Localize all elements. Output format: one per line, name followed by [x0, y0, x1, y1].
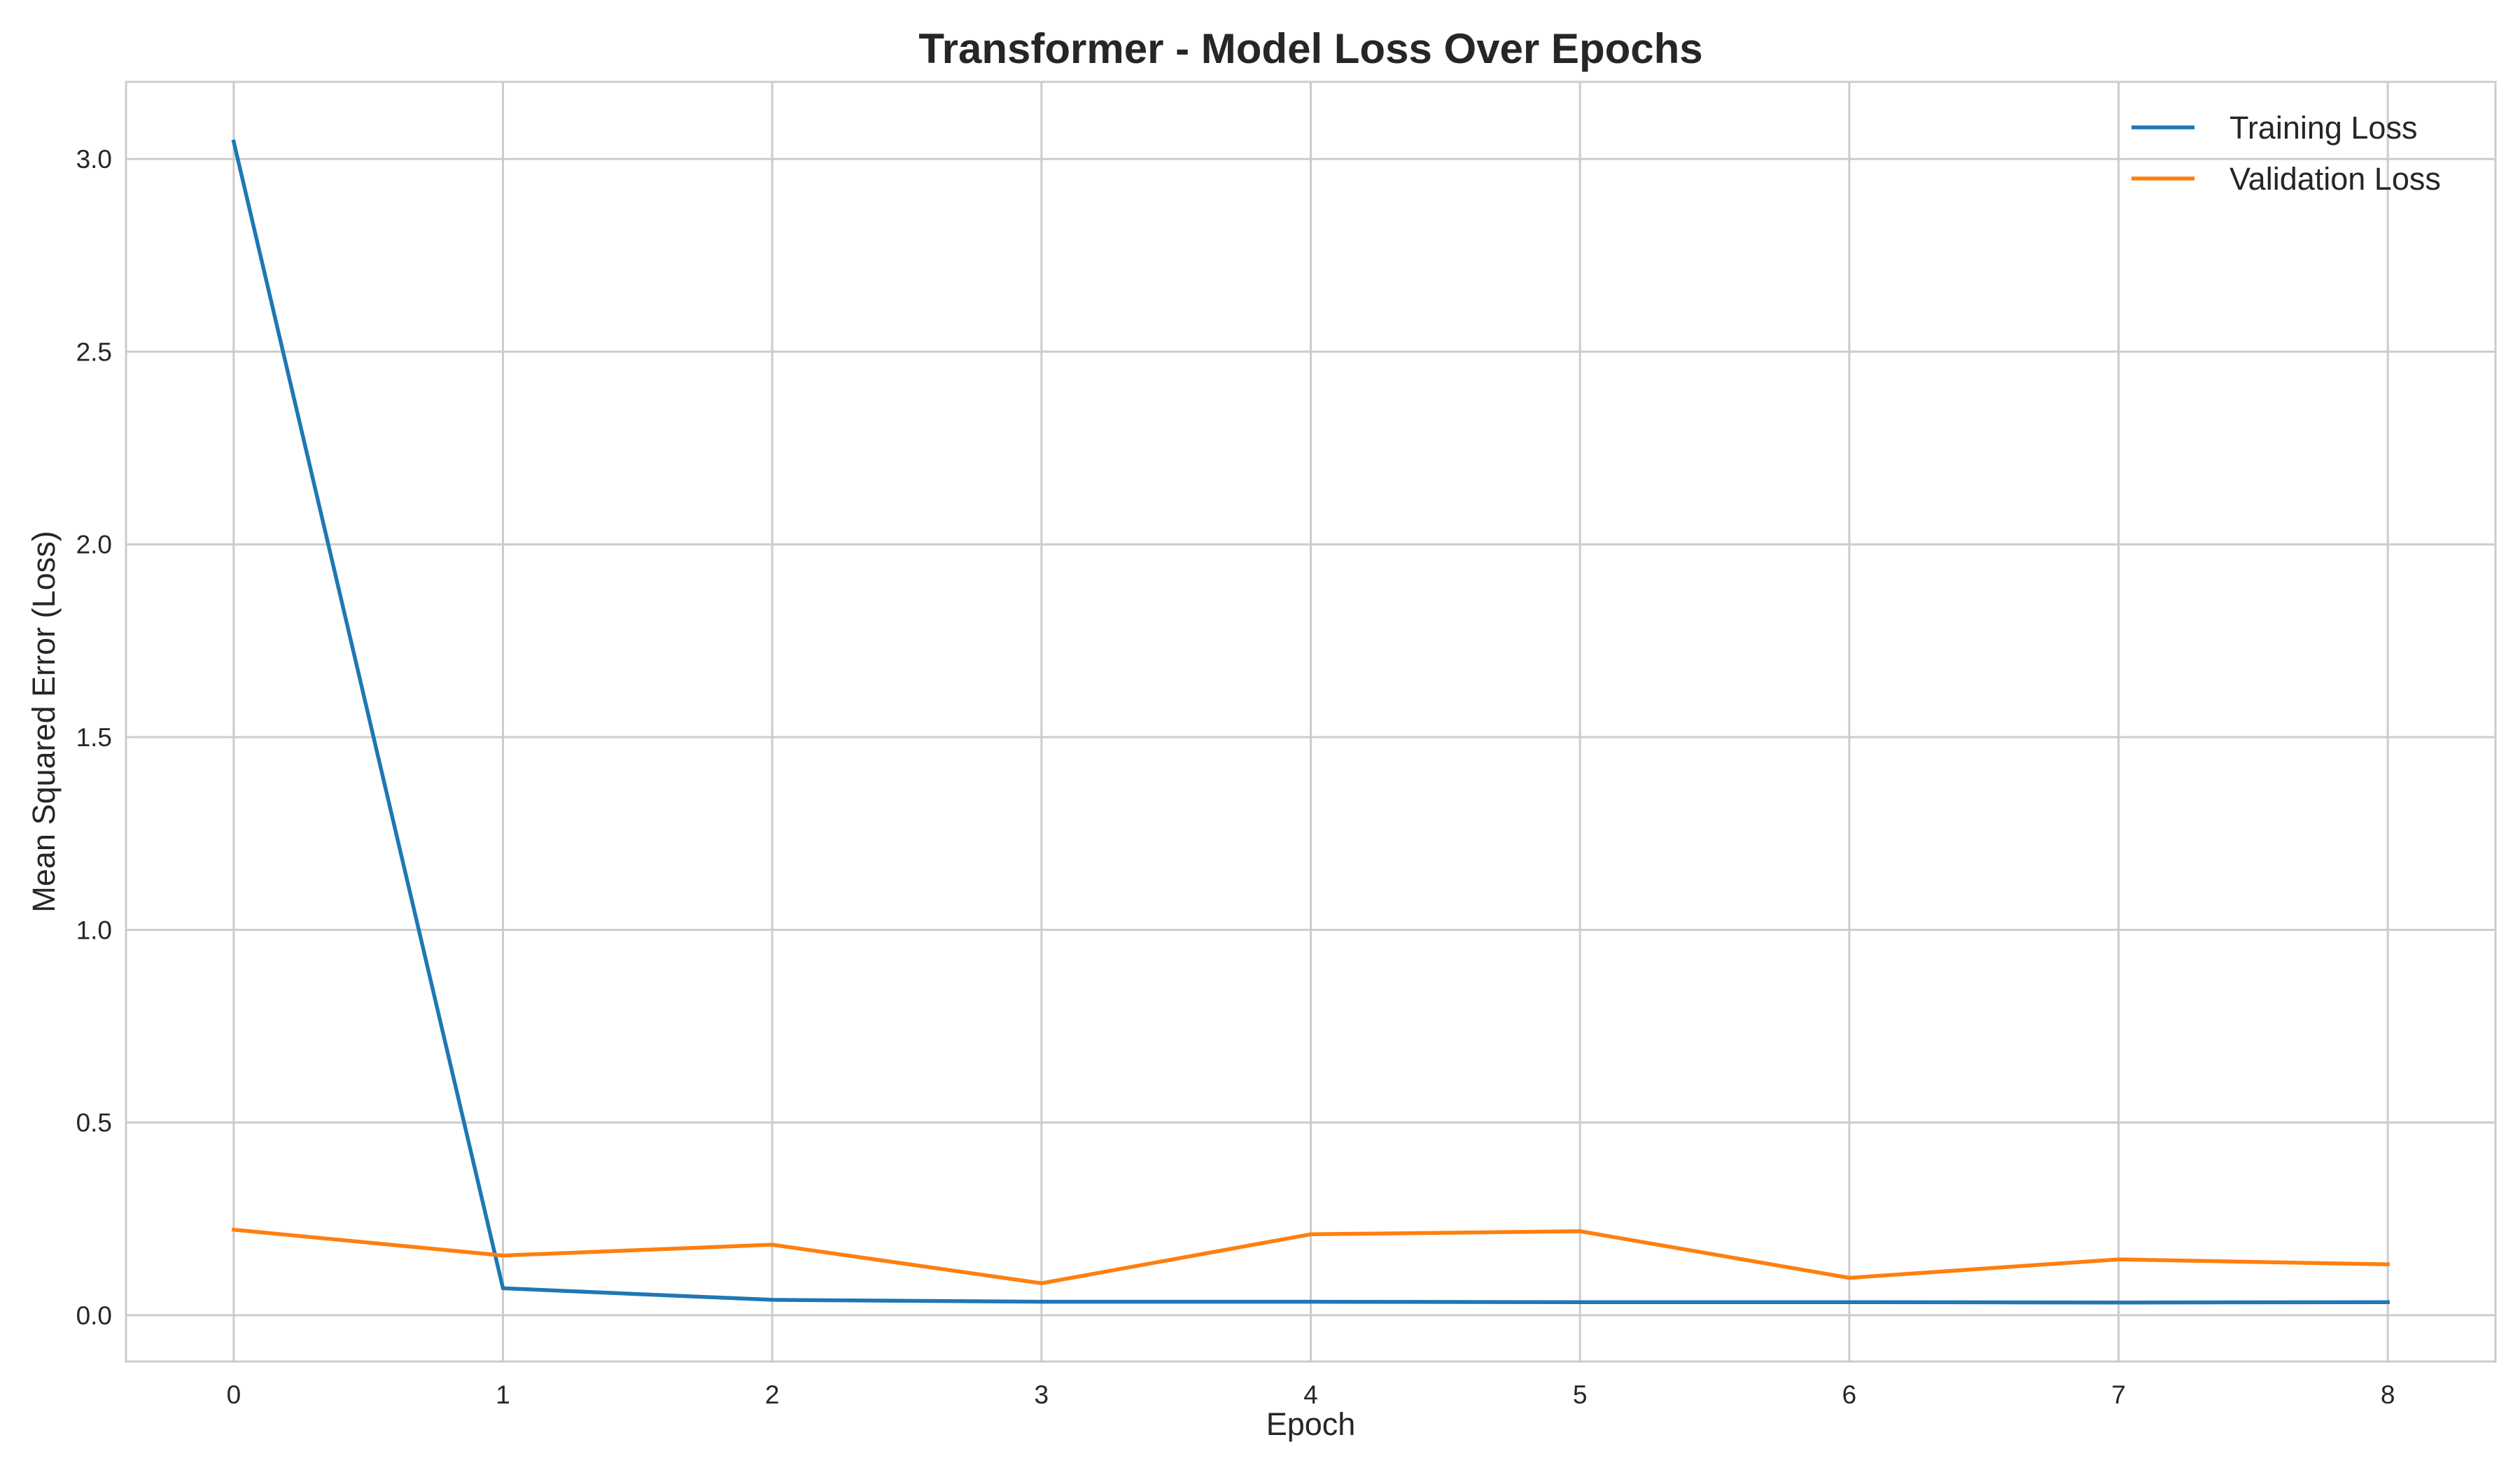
series-line-training-loss [231, 139, 2390, 1305]
x-tick-label: 6 [1842, 1380, 1857, 1409]
plot-area [125, 80, 2497, 1363]
x-tick-label: 5 [1573, 1380, 1588, 1409]
y-tick-label: 2.5 [76, 337, 112, 366]
y-tick-label: 1.5 [76, 723, 112, 752]
x-tick-label: 3 [1035, 1380, 1049, 1409]
y-axis-ticks: 0.0 0.5 1.0 1.5 2.0 2.5 3.0 [76, 145, 112, 1330]
x-tick-label: 7 [2111, 1380, 2126, 1409]
gridlines [126, 82, 2496, 1362]
y-tick-label: 1.0 [76, 916, 112, 944]
series-lines [231, 139, 2390, 1305]
y-axis-label: Mean Squared Error (Loss) [26, 531, 62, 912]
series-line-validation-loss [231, 1227, 2390, 1285]
legend-label-1: Validation Loss [2230, 161, 2441, 197]
y-tick-label: 3.0 [76, 145, 112, 174]
x-tick-label: 0 [227, 1380, 241, 1409]
x-tick-label: 1 [496, 1380, 510, 1409]
chart-title: Transformer - Model Loss Over Epochs [918, 25, 1702, 72]
legend-label-0: Training Loss [2230, 110, 2417, 146]
x-axis-label: Epoch [1266, 1406, 1356, 1442]
x-axis-ticks: 0 1 2 3 4 5 6 7 8 [227, 1380, 2395, 1409]
legend: Training Loss Validation Loss [2132, 110, 2441, 197]
x-tick-label: 4 [1303, 1380, 1318, 1409]
y-tick-label: 0.0 [76, 1301, 112, 1330]
y-tick-label: 2.0 [76, 531, 112, 559]
x-tick-label: 2 [765, 1380, 780, 1409]
y-tick-label: 0.5 [76, 1109, 112, 1138]
x-tick-label: 8 [2381, 1380, 2395, 1409]
